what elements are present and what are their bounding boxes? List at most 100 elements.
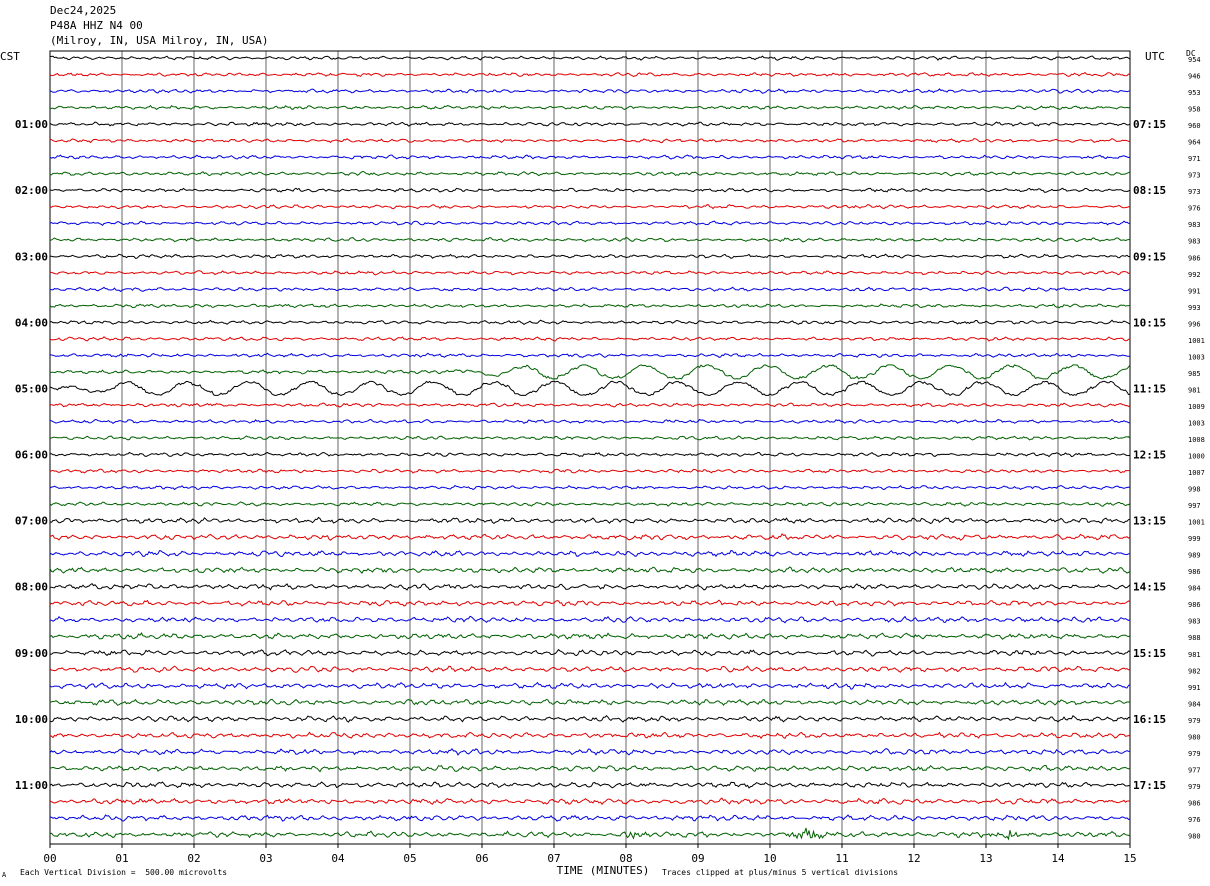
- dc-offset-15: 993: [1188, 304, 1201, 312]
- trace-41: [49, 731, 1131, 740]
- x-tick-label-03: 03: [259, 852, 272, 865]
- trace-47: [49, 827, 1131, 841]
- left-hour-label-1: 02:00: [15, 184, 48, 197]
- dc-offset-20: 981: [1188, 386, 1201, 394]
- x-tick-label-07: 07: [547, 852, 560, 865]
- dc-offset-30: 989: [1188, 552, 1201, 560]
- trace-27: [49, 501, 1131, 507]
- trace-11: [49, 236, 1131, 243]
- dc-offset-21: 1009: [1188, 403, 1205, 411]
- trace-24: [50, 451, 1131, 458]
- trace-30: [49, 549, 1131, 558]
- dc-offset-31: 986: [1188, 568, 1201, 576]
- dc-offset-1: 946: [1188, 73, 1201, 81]
- left-hour-label-2: 03:00: [15, 250, 48, 263]
- dc-offset-38: 991: [1188, 684, 1201, 692]
- right-hour-label-2: 09:15: [1133, 250, 1166, 263]
- trace-44: [49, 781, 1131, 789]
- right-hour-label-3: 10:15: [1133, 316, 1166, 329]
- left-timezone-label: CST: [0, 50, 20, 63]
- dc-offset-17: 1001: [1188, 337, 1205, 345]
- trace-34: [49, 615, 1131, 624]
- trace-4: [49, 121, 1131, 127]
- dc-offset-18: 1003: [1188, 353, 1205, 361]
- right-hour-label-1: 08:15: [1133, 184, 1166, 197]
- trace-19: [49, 364, 1131, 380]
- dc-offset-16: 996: [1188, 320, 1201, 328]
- trace-32: [50, 583, 1131, 591]
- x-tick-label-00: 00: [43, 852, 56, 865]
- dc-label: DC: [1186, 49, 1196, 58]
- trace-7: [49, 170, 1131, 177]
- plot-frame: [49, 50, 1131, 845]
- left-hour-label-9: 10:00: [15, 713, 48, 726]
- dc-offset-32: 984: [1188, 585, 1201, 593]
- dc-offset-47: 980: [1188, 832, 1201, 840]
- dc-offset-40: 979: [1188, 717, 1201, 725]
- right-hour-label-9: 16:15: [1133, 713, 1166, 726]
- trace-39: [49, 698, 1131, 707]
- trace-21: [49, 402, 1131, 408]
- trace-37: [49, 665, 1130, 673]
- trace-31: [49, 566, 1131, 574]
- left-hour-label-7: 08:00: [15, 581, 48, 594]
- right-hour-label-10: 17:15: [1133, 779, 1166, 792]
- trace-9: [49, 204, 1131, 210]
- clip-note: Traces clipped at plus/minus 5 vertical …: [662, 868, 899, 877]
- trace-16: [49, 319, 1131, 326]
- dc-offset-4: 960: [1188, 122, 1201, 130]
- dc-offset-23: 1008: [1188, 436, 1205, 444]
- trace-6: [49, 154, 1131, 160]
- right-hour-label-0: 07:15: [1133, 118, 1166, 131]
- x-tick-label-04: 04: [331, 852, 345, 865]
- x-tick-label-13: 13: [979, 852, 992, 865]
- left-hour-label-0: 01:00: [15, 118, 48, 131]
- left-hour-label-5: 06:00: [15, 449, 48, 462]
- trace-43: [49, 764, 1131, 773]
- trace-23: [49, 435, 1131, 441]
- dc-offset-34: 983: [1188, 618, 1201, 626]
- dc-offset-39: 984: [1188, 700, 1201, 708]
- x-axis-label: TIME (MINUTES): [557, 864, 650, 877]
- trace-22: [49, 418, 1131, 425]
- dc-offset-9: 976: [1188, 205, 1201, 213]
- trace-17: [49, 336, 1130, 342]
- right-hour-label-6: 13:15: [1133, 515, 1166, 528]
- dc-offset-46: 976: [1188, 816, 1201, 824]
- right-hour-label-4: 11:15: [1133, 382, 1166, 395]
- trace-26: [49, 484, 1131, 491]
- trace-18: [49, 352, 1131, 358]
- dc-offset-7: 973: [1188, 172, 1201, 180]
- right-hour-label-8: 15:15: [1133, 647, 1166, 660]
- trace-8: [49, 187, 1131, 193]
- x-tick-label-11: 11: [835, 852, 848, 865]
- dc-offset-0: 954: [1188, 56, 1201, 64]
- trace-10: [49, 220, 1131, 226]
- header-station: P48A HHZ N4 00: [50, 19, 143, 32]
- trace-13: [49, 270, 1131, 276]
- right-hour-label-5: 12:15: [1133, 449, 1166, 462]
- trace-25: [49, 468, 1130, 474]
- dc-offset-13: 992: [1188, 271, 1201, 279]
- trace-42: [49, 747, 1131, 756]
- dc-offset-43: 977: [1188, 766, 1201, 774]
- trace-0: [49, 55, 1131, 61]
- dc-offset-35: 988: [1188, 634, 1201, 642]
- dc-offset-22: 1003: [1188, 419, 1205, 427]
- trace-35: [49, 632, 1131, 640]
- trace-45: [49, 797, 1130, 806]
- trace-28: [49, 516, 1131, 525]
- x-tick-label-02: 02: [187, 852, 200, 865]
- dc-offset-28: 1001: [1188, 519, 1205, 527]
- trace-12: [49, 253, 1131, 259]
- dc-offset-24: 1000: [1188, 453, 1205, 461]
- trace-36: [49, 648, 1131, 657]
- x-tick-label-01: 01: [115, 852, 128, 865]
- trace-1: [49, 71, 1131, 78]
- trace-15: [49, 303, 1131, 309]
- left-hour-label-10: 11:00: [15, 779, 48, 792]
- dc-offset-5: 964: [1188, 139, 1201, 147]
- dc-offset-10: 983: [1188, 221, 1201, 229]
- header-location: (Milroy, IN, USA Milroy, IN, USA): [50, 34, 269, 47]
